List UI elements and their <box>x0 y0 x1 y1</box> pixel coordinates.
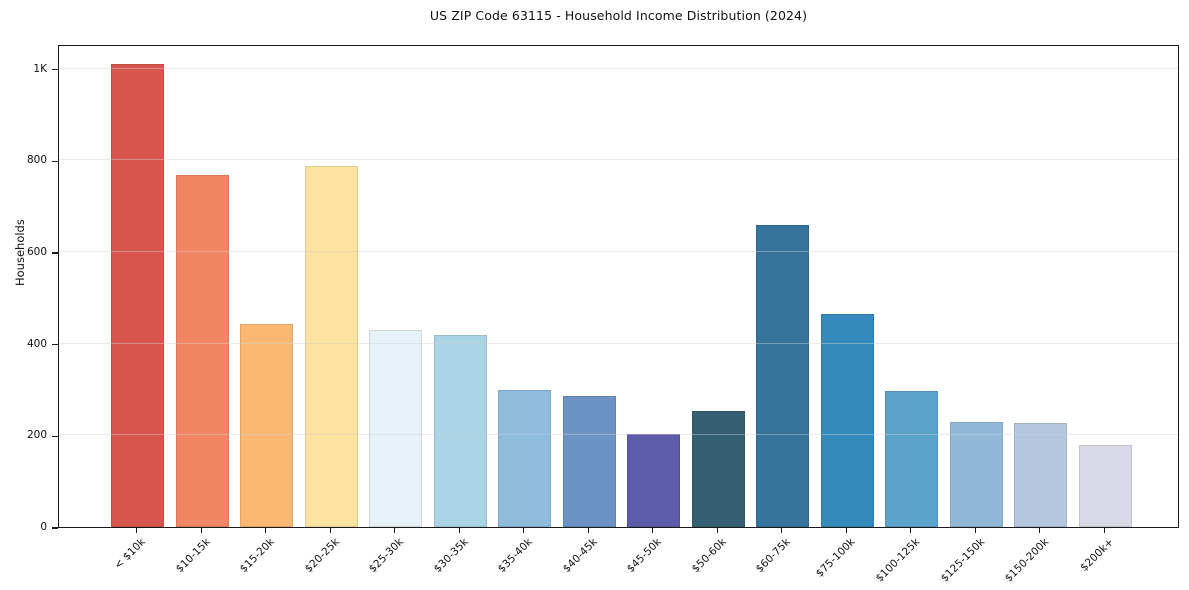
x-tick-label-$125-150k: $125-150k <box>938 536 987 585</box>
x-tick-label-$100-125k: $100-125k <box>873 536 923 585</box>
x-tick-mark-$15-20k <box>265 528 267 533</box>
y-tick-label-600: 600 <box>26 246 47 259</box>
bar-$20-25k <box>304 166 358 527</box>
x-tick-mark-$50-60k <box>716 528 718 533</box>
x-tick-mark-$150-200k <box>1039 528 1041 533</box>
x-tick-mark-$75-100k <box>845 528 847 533</box>
x-tick-label-$10-15k: $10-15k <box>173 536 213 576</box>
bar-$50-60k <box>691 411 745 527</box>
x-tick-mark-$35-40k <box>523 528 525 533</box>
bar-$15-20k <box>240 324 294 527</box>
x-tick-label-$25-30k: $25-30k <box>367 536 407 576</box>
bar-$45-50k <box>627 434 681 527</box>
chart-title: US ZIP Code 63115 - Household Income Dis… <box>429 8 808 23</box>
x-tick-label-$15-20k: $15-20k <box>238 536 278 576</box>
x-tick-mark-$20-25k <box>329 528 331 533</box>
x-tick-mark-$10-15k <box>200 528 202 533</box>
bar-$200k+ <box>1078 444 1132 527</box>
bar-$60-75k <box>756 225 810 527</box>
x-tick-label-$35-40k: $35-40k <box>496 536 536 576</box>
bar-$75-100k <box>820 314 874 527</box>
bar-$30-35k <box>433 334 487 527</box>
x-tick-label-$40-45k: $40-45k <box>560 536 600 576</box>
x-tick-label-< $10k: < $10k <box>112 536 149 572</box>
gridline-1K <box>59 67 1178 69</box>
y-tick-label-200: 200 <box>26 429 47 442</box>
y-tick-label-0: 0 <box>40 521 47 533</box>
gridline-200 <box>59 434 1178 436</box>
x-tick-mark-$100-125k <box>910 528 912 533</box>
y-tick-label-400: 400 <box>26 337 47 350</box>
x-tick-label-$50-60k: $50-60k <box>689 536 729 576</box>
x-tick-label-$150-200k: $150-200k <box>1002 536 1052 585</box>
y-tick-label-1K: 1K <box>33 62 47 75</box>
x-tick-label-$200k+: $200k+ <box>1077 536 1116 574</box>
x-tick-label-$20-25k: $20-25k <box>302 536 342 576</box>
bar-$100-125k <box>885 391 939 527</box>
x-tick-label-$75-100k: $75-100k <box>813 536 858 580</box>
y-tick-mark-400 <box>52 344 58 346</box>
x-tick-mark-$40-45k <box>587 528 589 533</box>
gridline-600 <box>59 250 1178 253</box>
x-tick-mark-< $10k <box>136 528 138 533</box>
bar-$25-30k <box>369 330 423 527</box>
x-tick-label-$45-50k: $45-50k <box>625 536 665 576</box>
x-tick-label-$30-35k: $30-35k <box>431 536 471 576</box>
gridline-800 <box>59 159 1178 161</box>
bar-$40-45k <box>562 396 616 527</box>
x-tick-mark-$60-75k <box>781 528 783 533</box>
bar-< $10k <box>111 64 165 527</box>
y-tick-label-800: 800 <box>26 154 47 167</box>
x-tick-label-$60-75k: $60-75k <box>754 536 794 576</box>
bar-$125-150k <box>949 422 1003 527</box>
x-tick-mark-$200k+ <box>1103 528 1105 533</box>
gridline-400 <box>59 342 1178 344</box>
x-tick-mark-$45-50k <box>652 528 654 533</box>
y-tick-mark-0 <box>52 527 58 529</box>
y-tick-mark-800 <box>52 160 58 162</box>
y-tick-mark-200 <box>52 435 58 437</box>
y-tick-mark-1K <box>52 69 58 71</box>
bar-$10-15k <box>175 175 229 527</box>
plot-area <box>58 45 1179 528</box>
bar-$150-200k <box>1014 422 1068 527</box>
x-tick-mark-$25-30k <box>394 528 396 533</box>
x-tick-mark-$125-150k <box>974 528 976 533</box>
bar-$35-40k <box>498 389 552 527</box>
y-tick-mark-600 <box>52 252 58 254</box>
x-tick-mark-$30-35k <box>458 528 460 533</box>
